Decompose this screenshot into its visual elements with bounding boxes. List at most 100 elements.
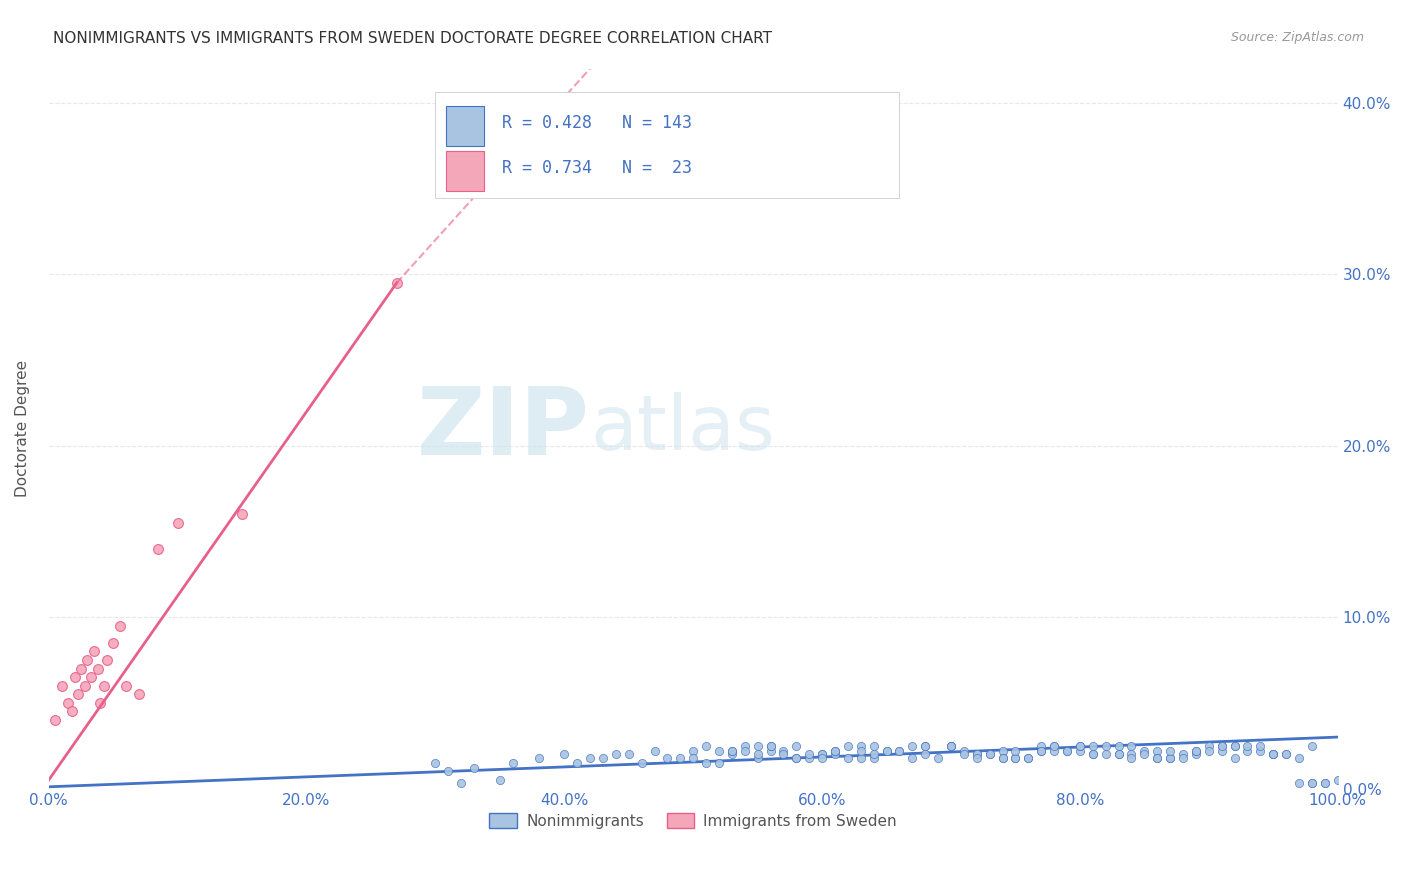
Point (605, 747, 627, 762)
Point (1146, 750, 1168, 764)
Point (1081, 747, 1104, 762)
Point (1223, 739, 1246, 753)
Point (450, 776, 472, 790)
Y-axis label: Doctorate Degree: Doctorate Degree (15, 360, 30, 497)
Point (1211, 739, 1233, 753)
Point (759, 739, 782, 753)
Bar (446, 106, 485, 145)
Point (1108, 747, 1130, 762)
Point (1094, 739, 1116, 753)
Point (592, 750, 614, 764)
Point (1249, 739, 1271, 753)
Point (824, 744, 846, 758)
Point (1326, 772, 1348, 787)
Point (1056, 744, 1078, 758)
Point (1108, 739, 1130, 753)
Point (824, 744, 846, 758)
Point (721, 744, 744, 758)
Point (991, 750, 1014, 764)
Point (707, 756, 730, 770)
Point (991, 744, 1014, 758)
Point (44, 713, 66, 727)
Point (1017, 750, 1039, 764)
Point (231, 507, 253, 521)
Point (799, 747, 821, 762)
Point (799, 750, 821, 764)
Point (1171, 747, 1194, 762)
Point (979, 747, 1001, 762)
Point (682, 750, 704, 764)
Point (734, 744, 756, 758)
Point (1043, 739, 1066, 753)
Point (1069, 739, 1091, 753)
Point (502, 756, 524, 770)
Bar (446, 152, 485, 191)
Point (617, 747, 640, 762)
Legend: Nonimmigrants, Immigrants from Sweden: Nonimmigrants, Immigrants from Sweden (484, 806, 903, 835)
Point (966, 750, 988, 764)
Point (108, 618, 131, 632)
Point (83, 644, 105, 658)
Point (747, 747, 769, 762)
Point (1133, 747, 1156, 762)
Point (67, 687, 90, 701)
Point (721, 747, 744, 762)
Point (772, 744, 794, 758)
Point (148, 541, 170, 556)
Point (669, 750, 692, 764)
Point (1211, 744, 1233, 758)
Point (876, 744, 898, 758)
Point (80, 670, 103, 684)
Point (60, 705, 83, 719)
Point (1288, 776, 1310, 790)
Point (1263, 747, 1285, 762)
Point (1185, 744, 1208, 758)
Point (63, 670, 86, 684)
Point (811, 750, 834, 764)
Point (966, 747, 988, 762)
Point (579, 750, 602, 764)
Point (1081, 747, 1104, 762)
Point (385, 276, 408, 290)
Point (1313, 776, 1336, 790)
Point (939, 739, 962, 753)
Point (1198, 739, 1220, 753)
Point (849, 739, 872, 753)
Point (837, 739, 859, 753)
Point (1236, 744, 1258, 758)
Point (811, 747, 834, 762)
Point (553, 747, 575, 762)
Point (914, 739, 936, 753)
Point (1043, 744, 1066, 758)
Point (489, 772, 512, 787)
Point (1301, 739, 1323, 753)
Point (901, 739, 924, 753)
Point (70, 661, 93, 675)
Text: ZIP: ZIP (418, 383, 591, 475)
Text: R = 0.428   N = 143: R = 0.428 N = 143 (502, 113, 692, 131)
Point (953, 747, 976, 762)
Point (1146, 744, 1168, 758)
Point (889, 744, 911, 758)
Point (1121, 739, 1143, 753)
Point (1288, 750, 1310, 764)
Point (862, 739, 884, 753)
Point (1031, 744, 1053, 758)
Text: Source: ZipAtlas.com: Source: ZipAtlas.com (1230, 31, 1364, 45)
Point (695, 756, 717, 770)
Point (1301, 776, 1323, 790)
Point (1004, 750, 1026, 764)
Point (747, 750, 769, 764)
Point (1004, 750, 1026, 764)
Point (76, 653, 98, 667)
Point (1056, 744, 1078, 758)
Point (927, 750, 949, 764)
Point (991, 750, 1014, 764)
Point (437, 764, 460, 779)
Point (695, 739, 717, 753)
Point (1159, 744, 1181, 758)
Point (939, 739, 962, 753)
Point (862, 747, 884, 762)
Point (785, 750, 807, 764)
Point (630, 756, 652, 770)
